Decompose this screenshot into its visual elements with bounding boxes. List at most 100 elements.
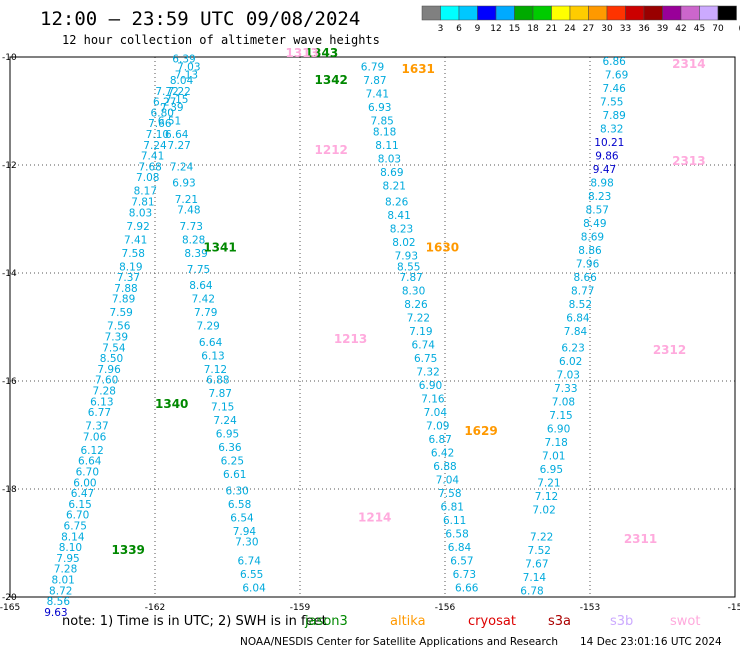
swh-value-label: 8.18	[373, 126, 396, 138]
swh-value-label: 7.39	[160, 102, 183, 114]
swh-value-label: 6.74	[412, 340, 436, 352]
swh-value-label: 6.88	[433, 461, 456, 473]
swh-value-label: 7.58	[122, 248, 145, 260]
colorbar-label: 42	[675, 24, 686, 34]
satellite-legend-item: cryosat	[468, 614, 516, 629]
swh-value-label: 8.72	[49, 585, 72, 597]
colorbar-label: 9	[475, 24, 481, 34]
swh-value-label: 8.41	[387, 210, 410, 222]
swh-value-label: 8.49	[583, 218, 606, 230]
swh-value-label: 7.01	[542, 450, 565, 462]
swh-value-label: 8.30	[402, 286, 425, 298]
colorbar-swatch	[717, 5, 737, 21]
pass-id-label: 1313	[286, 46, 319, 60]
swh-value-label: 7.55	[600, 97, 623, 109]
swh-value-label: 8.17	[134, 186, 157, 198]
swh-value-label: 7.84	[564, 326, 588, 338]
swh-value-label: 6.51	[158, 116, 181, 128]
pass-id-label: 1339	[112, 543, 145, 557]
y-tick-label: -14	[2, 269, 17, 279]
y-tick-label: -18	[2, 485, 17, 495]
swh-value-label: 7.12	[204, 364, 227, 376]
swh-value-label: 7.04	[424, 407, 448, 419]
colorbar-swatch	[495, 5, 515, 21]
swh-value-label: 6.02	[559, 356, 582, 368]
swh-value-label: 6.90	[547, 423, 570, 435]
swh-value-label: 6.64	[199, 337, 223, 349]
swh-value-label: 6.95	[216, 429, 239, 441]
footnote: note: 1) Time is in UTC; 2) SWH is in fe…	[62, 614, 327, 629]
x-tick-label: -153	[580, 603, 600, 613]
swh-value-label: 7.04	[436, 475, 460, 487]
colorbar-label: 45	[694, 24, 705, 34]
swh-value-label: 7.02	[532, 504, 555, 516]
colorbar-label: 39	[657, 24, 669, 34]
swh-value-label: 10.21	[594, 137, 624, 149]
colorbar-swatch	[588, 5, 608, 21]
swh-value-label: 7.03	[557, 369, 580, 381]
colorbar-swatch	[532, 5, 552, 21]
swh-value-label: 7.32	[416, 367, 439, 379]
colorbar-label: 27	[583, 24, 594, 34]
swh-value-label: 6.25	[221, 456, 244, 468]
swh-value-label: 8.02	[392, 237, 415, 249]
swh-value-label: 6.54	[230, 512, 254, 524]
swh-value-label: 7.89	[602, 110, 625, 122]
swh-value-label: 7.79	[194, 307, 217, 319]
x-tick-label: -159	[290, 603, 311, 613]
swh-value-label: 7.67	[525, 558, 548, 570]
y-tick-label: -12	[2, 161, 17, 171]
colorbar-unit: (ft)	[739, 24, 740, 34]
swh-value-label: 6.64	[78, 456, 102, 468]
satellite-legend-item: altika	[390, 614, 426, 629]
x-tick-label: -165	[0, 603, 20, 613]
swh-value-label: 8.77	[571, 286, 594, 298]
chart-subtitle: 12 hour collection of altimeter wave hei…	[62, 33, 380, 47]
swh-value-label: 8.01	[51, 575, 74, 587]
pass-id-label: 1629	[464, 424, 497, 438]
swh-value-label: 6.74	[238, 556, 262, 568]
colorbar-label: 3	[438, 24, 444, 34]
swh-value-label: 6.42	[431, 448, 454, 460]
swh-value-label: 7.33	[554, 383, 577, 395]
swh-value-label: 8.64	[189, 280, 213, 292]
swh-value-label: 9.63	[44, 607, 67, 619]
swh-value-label: 7.19	[409, 326, 432, 338]
credit-text: NOAA/NESDIS Center for Satellite Applica…	[240, 636, 558, 648]
pass-id-label: 1630	[426, 240, 459, 254]
swh-value-label: 7.52	[528, 545, 551, 557]
swh-value-label: 8.14	[61, 531, 85, 543]
swh-value-label: 7.37	[117, 272, 140, 284]
x-tick-label: -162	[145, 603, 165, 613]
swh-value-label: 7.60	[95, 375, 118, 387]
colorbar-label: 12	[490, 24, 501, 34]
swh-value-label: 7.48	[177, 205, 200, 217]
generated-timestamp: 14 Dec 23:01:16 UTC 2024	[580, 636, 722, 648]
swh-value-label: 7.37	[85, 421, 108, 433]
swh-value-label: 7.96	[576, 259, 600, 271]
y-tick-label: -10	[2, 53, 17, 63]
swh-value-label: 8.21	[383, 180, 406, 192]
swh-value-label: 7.30	[235, 537, 258, 549]
swh-value-label: 6.47	[71, 488, 94, 500]
swh-value-label: 9.47	[593, 164, 616, 176]
swh-track: 6.797.877.416.937.858.188.118.038.698.21…	[361, 62, 479, 595]
swh-value-label: 6.80	[151, 107, 174, 119]
swh-value-label: 6.75	[64, 521, 87, 533]
swh-value-label: 7.41	[366, 89, 389, 101]
swh-value-label: 7.87	[209, 388, 232, 400]
swh-value-label: 8.86	[578, 245, 602, 257]
swh-value-label: 6.58	[228, 499, 251, 511]
swh-value-label: 7.69	[605, 70, 628, 82]
swh-value-label: 7.06	[83, 431, 107, 443]
swh-value-label: 6.77	[88, 407, 111, 419]
swh-value-label: 6.58	[445, 529, 468, 541]
swh-value-label: 7.72	[155, 86, 178, 98]
swh-value-label: 6.61	[223, 469, 246, 481]
swh-value-label: 7.41	[141, 151, 164, 163]
colorbar-swatch	[421, 5, 441, 21]
swh-value-label: 6.84	[566, 313, 590, 325]
swh-value-label: 8.32	[600, 124, 623, 136]
colorbar-label: 21	[546, 24, 557, 34]
